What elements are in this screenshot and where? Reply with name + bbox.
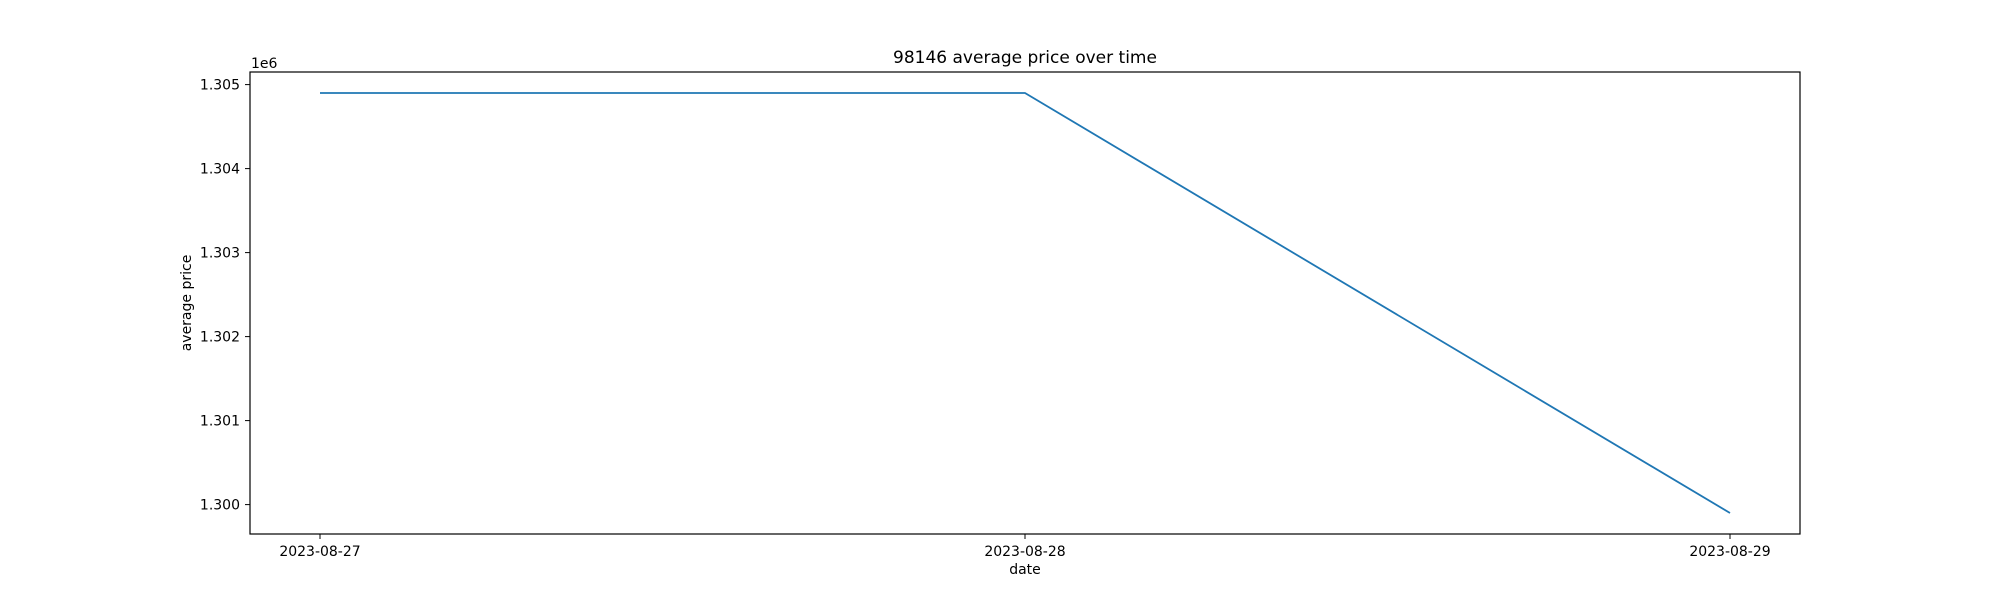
- y-tick-label: 1.300: [200, 498, 240, 514]
- x-axis: 2023-08-27 2023-08-28 2023-08-29: [279, 534, 1771, 560]
- y-axis-offset-label: 1e6: [251, 56, 278, 72]
- y-tick-label: 1.302: [200, 330, 240, 346]
- x-tick-label: 2023-08-27: [279, 544, 360, 560]
- y-tick-label: 1.305: [200, 78, 240, 94]
- y-axis: 1.300 1.301 1.302 1.303 1.304 1.305: [200, 78, 250, 514]
- y-tick-label: 1.303: [200, 246, 240, 262]
- y-tick-label: 1.304: [200, 162, 240, 178]
- plot-area: [320, 92, 1731, 514]
- x-tick-label: 2023-08-28: [984, 544, 1065, 560]
- x-axis-label: date: [1009, 562, 1041, 578]
- x-tick-label: 2023-08-29: [1689, 544, 1770, 560]
- y-tick-label: 1.301: [200, 414, 240, 430]
- series-line-0: [320, 92, 1731, 514]
- y-axis-label: average price: [179, 255, 195, 352]
- chart-title: 98146 average price over time: [893, 48, 1157, 68]
